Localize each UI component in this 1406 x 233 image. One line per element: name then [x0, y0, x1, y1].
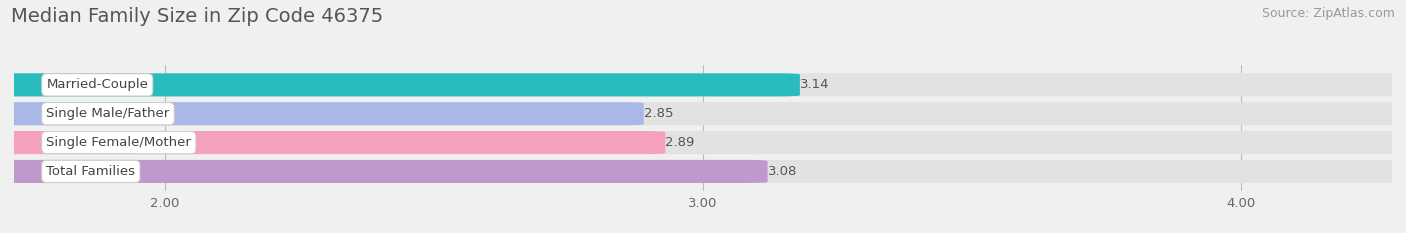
Text: Total Families: Total Families: [46, 165, 135, 178]
Text: Single Male/Father: Single Male/Father: [46, 107, 170, 120]
Text: 2.85: 2.85: [644, 107, 673, 120]
FancyBboxPatch shape: [0, 102, 644, 125]
Text: 3.14: 3.14: [800, 78, 830, 91]
FancyBboxPatch shape: [0, 160, 1406, 183]
Text: Median Family Size in Zip Code 46375: Median Family Size in Zip Code 46375: [11, 7, 384, 26]
Text: 3.08: 3.08: [768, 165, 797, 178]
FancyBboxPatch shape: [0, 102, 1406, 125]
Text: Single Female/Mother: Single Female/Mother: [46, 136, 191, 149]
Text: Source: ZipAtlas.com: Source: ZipAtlas.com: [1261, 7, 1395, 20]
FancyBboxPatch shape: [0, 131, 665, 154]
FancyBboxPatch shape: [0, 73, 800, 96]
FancyBboxPatch shape: [0, 73, 1406, 96]
FancyBboxPatch shape: [0, 131, 1406, 154]
FancyBboxPatch shape: [0, 160, 768, 183]
Text: 2.89: 2.89: [665, 136, 695, 149]
Text: Married-Couple: Married-Couple: [46, 78, 148, 91]
